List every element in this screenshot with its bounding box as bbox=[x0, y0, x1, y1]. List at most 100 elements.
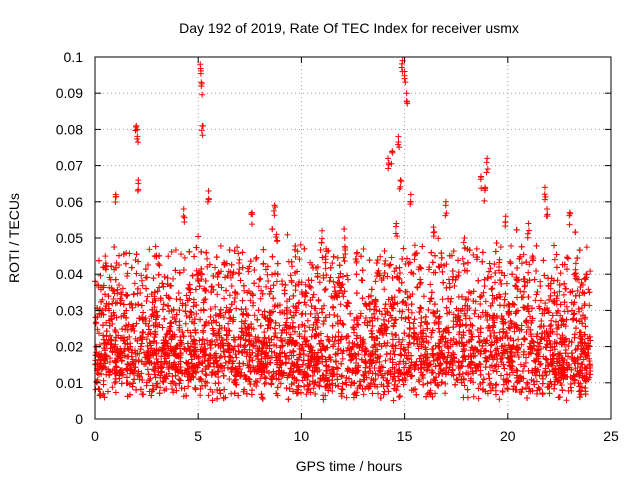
data-point bbox=[302, 310, 309, 317]
data-point bbox=[402, 315, 409, 322]
data-point bbox=[207, 386, 214, 393]
data-point bbox=[345, 276, 352, 283]
data-point bbox=[391, 320, 398, 327]
data-point bbox=[376, 358, 383, 365]
data-point bbox=[424, 380, 431, 387]
data-point bbox=[426, 389, 433, 396]
data-point bbox=[169, 386, 176, 393]
data-point bbox=[492, 382, 499, 389]
data-point bbox=[257, 322, 264, 329]
data-point bbox=[521, 363, 528, 370]
data-point bbox=[545, 309, 552, 316]
data-point bbox=[555, 322, 562, 329]
data-point bbox=[274, 384, 281, 391]
data-point bbox=[292, 253, 299, 260]
data-point bbox=[347, 382, 354, 389]
data-point bbox=[470, 393, 477, 400]
data-point bbox=[322, 314, 329, 321]
data-point bbox=[170, 275, 177, 282]
data-point bbox=[262, 266, 269, 273]
data-point bbox=[225, 320, 232, 327]
data-point bbox=[467, 377, 474, 384]
data-point bbox=[443, 365, 450, 372]
data-point bbox=[578, 279, 585, 286]
data-point bbox=[450, 335, 457, 342]
data-point bbox=[444, 354, 451, 361]
data-point bbox=[172, 267, 179, 274]
data-point bbox=[271, 341, 278, 348]
data-point bbox=[408, 309, 415, 316]
data-point bbox=[549, 312, 556, 319]
data-point bbox=[390, 347, 397, 354]
data-point bbox=[221, 324, 228, 331]
data-point bbox=[504, 385, 511, 392]
data-point bbox=[339, 380, 346, 387]
data-point bbox=[217, 353, 224, 360]
data-point bbox=[337, 270, 344, 277]
data-point bbox=[568, 339, 575, 346]
data-point bbox=[309, 372, 316, 379]
data-point bbox=[196, 283, 203, 290]
data-point bbox=[256, 276, 263, 283]
data-point bbox=[449, 341, 456, 348]
data-point bbox=[526, 277, 533, 284]
data-point bbox=[516, 255, 523, 262]
data-point bbox=[226, 376, 233, 383]
data-point bbox=[351, 316, 358, 323]
data-point bbox=[393, 265, 400, 272]
data-point bbox=[137, 289, 144, 296]
data-point bbox=[562, 285, 569, 292]
data-point bbox=[245, 268, 252, 275]
data-point bbox=[254, 316, 261, 323]
data-point bbox=[536, 372, 543, 379]
data-point bbox=[159, 378, 166, 385]
data-point bbox=[572, 365, 579, 372]
data-point bbox=[578, 305, 585, 312]
data-point bbox=[574, 287, 581, 294]
data-point bbox=[337, 301, 344, 308]
data-point bbox=[246, 358, 253, 365]
data-point bbox=[233, 354, 240, 361]
data-point bbox=[265, 352, 272, 359]
data-point bbox=[551, 385, 558, 392]
data-point bbox=[356, 378, 363, 385]
data-point bbox=[533, 268, 540, 275]
data-point bbox=[333, 364, 340, 371]
data-point bbox=[111, 370, 118, 377]
data-point bbox=[462, 302, 469, 309]
data-point bbox=[493, 239, 500, 246]
data-point bbox=[322, 356, 329, 363]
data-point bbox=[514, 325, 521, 332]
data-point bbox=[469, 368, 476, 375]
data-point bbox=[212, 303, 219, 310]
data-point bbox=[471, 310, 478, 317]
data-point bbox=[491, 279, 498, 286]
data-point bbox=[109, 348, 116, 355]
data-point bbox=[326, 311, 333, 318]
data-point bbox=[184, 360, 191, 367]
data-point bbox=[158, 353, 165, 360]
data-point bbox=[251, 266, 258, 273]
data-point bbox=[542, 300, 549, 307]
data-point bbox=[522, 384, 529, 391]
data-point bbox=[96, 310, 103, 317]
data-point bbox=[374, 315, 381, 322]
data-point bbox=[191, 253, 198, 260]
data-point bbox=[143, 379, 150, 386]
data-point bbox=[493, 381, 500, 388]
data-point bbox=[434, 308, 441, 315]
data-point bbox=[482, 340, 489, 347]
data-point bbox=[116, 262, 123, 269]
data-point bbox=[279, 327, 286, 334]
data-point bbox=[210, 273, 217, 280]
data-point bbox=[162, 333, 169, 340]
data-point bbox=[221, 295, 228, 302]
data-point bbox=[224, 364, 231, 371]
data-point bbox=[484, 316, 491, 323]
data-point bbox=[549, 344, 556, 351]
data-point bbox=[539, 372, 546, 379]
data-point bbox=[418, 314, 425, 321]
data-point bbox=[583, 244, 590, 251]
data-point bbox=[533, 390, 540, 397]
data-point bbox=[234, 244, 241, 251]
